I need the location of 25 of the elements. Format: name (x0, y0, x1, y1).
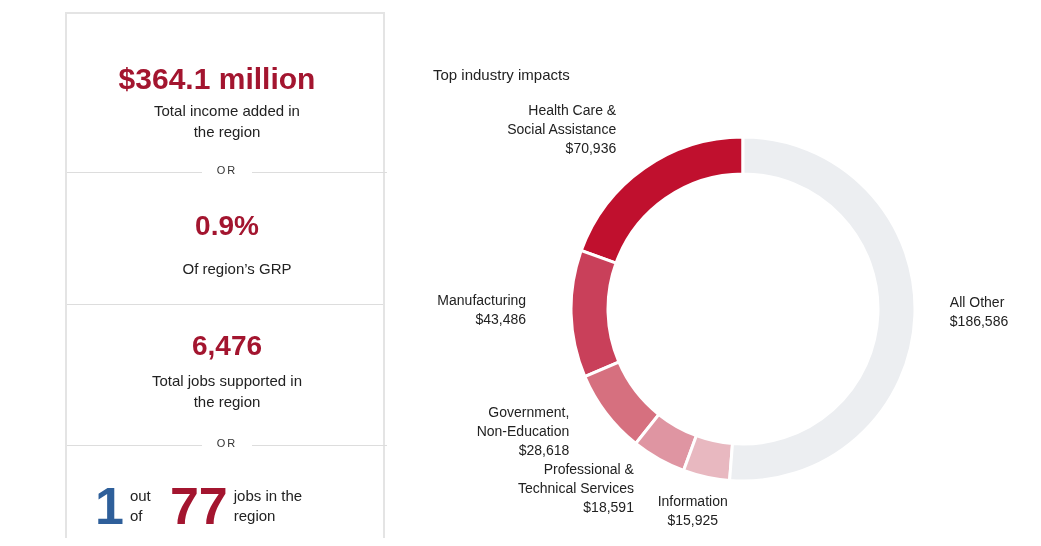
data-label: $15,925 (667, 511, 719, 528)
text: OR (202, 437, 252, 449)
text: 77 (169, 476, 228, 536)
text: $364.1 million (117, 62, 317, 96)
text: Total income added in the region (153, 101, 301, 142)
slice-label: Health Care & Social Assistance (507, 102, 617, 138)
slice-label: All Other (949, 293, 1005, 310)
text: 6,476 (190, 330, 264, 362)
chart-title: Top industry impacts (433, 66, 570, 83)
text: jobs in the region (233, 486, 304, 526)
text: 1 (95, 476, 124, 536)
slice-label: Professional & Technical Services (518, 460, 635, 496)
text: OR (202, 164, 252, 176)
data-label: $28,618 (518, 442, 570, 459)
text: out of (129, 486, 152, 526)
text: 0.9% (194, 210, 260, 242)
text: Of region’s GRP (181, 259, 293, 279)
data-label: $70,936 (565, 140, 617, 157)
slice-label: Manufacturing (437, 291, 527, 308)
data-label: $43,486 (475, 310, 527, 327)
slice-label: Government, Non-Education (476, 404, 570, 440)
data-label: $18,591 (583, 498, 635, 515)
text: Total jobs supported in the region (150, 371, 304, 412)
data-label: $186,586 (949, 312, 1009, 329)
slice-label: Information (657, 492, 728, 509)
